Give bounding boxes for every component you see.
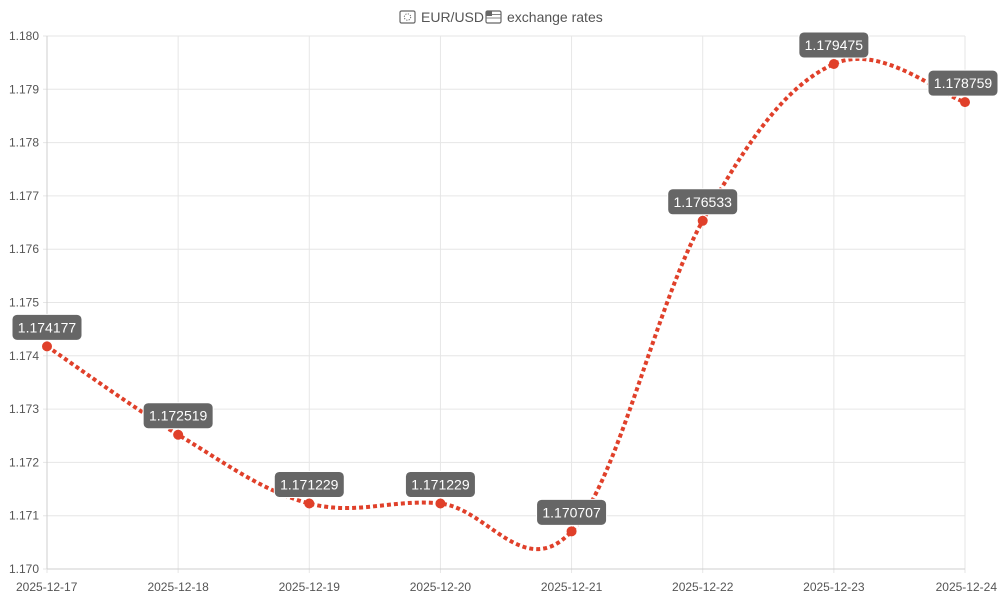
x-axis-ticks: 2025-12-17 2025-12-18 2025-12-19 2025-12-20… [16, 580, 997, 594]
data-label-bg [798, 31, 870, 59]
x-tick-label: 2025-12-24 [936, 580, 998, 594]
y-tick-label: 1.176 [9, 242, 39, 256]
data-points [42, 58, 970, 537]
data-point [42, 341, 52, 352]
data-label-text: 1.171229 [411, 476, 470, 492]
data-point [566, 526, 577, 537]
x-tick-label: 2025-12-21 [541, 580, 603, 594]
data-label: 1.171229 [404, 470, 476, 498]
data-point [697, 215, 708, 226]
grid [43, 35, 966, 573]
data-label: 1.178759 [927, 69, 999, 97]
x-tick-label: 2025-12-23 [803, 580, 865, 594]
chart-title-part1: EUR/USD [421, 9, 484, 25]
data-point [435, 498, 446, 509]
chart-title-group: EUR/USD exchange rates [399, 9, 603, 25]
data-label-text: 1.172519 [149, 408, 208, 424]
y-axis-ticks: 1.170 1.171 1.172 1.173 1.174 1.175 1.176 1.177… [9, 29, 39, 576]
axes [46, 36, 965, 570]
y-tick-label: 1.180 [9, 29, 39, 43]
data-label: 1.171229 [273, 470, 345, 498]
data-label-text: 1.171229 [280, 476, 339, 492]
x-tick-label: 2025-12-19 [279, 580, 341, 594]
data-point [304, 498, 315, 509]
data-label-bg [273, 470, 345, 498]
data-point [828, 58, 839, 69]
data-label-bg [11, 313, 83, 341]
data-label: 1.179475 [798, 31, 870, 59]
data-label-text: 1.179475 [805, 37, 864, 53]
data-label-bg [667, 188, 739, 216]
y-tick-label: 1.178 [9, 136, 39, 150]
chart-title-part2: exchange rates [507, 9, 603, 25]
data-label-bg [536, 498, 608, 526]
data-labels: 1.174177 1.172519 1.171229 1.171229 1.170707… [11, 31, 999, 526]
data-label-bg [927, 69, 999, 97]
data-label-bg [404, 470, 476, 498]
data-label-text: 1.174177 [18, 319, 77, 335]
eu-flag-icon [399, 10, 416, 24]
y-tick-label: 1.170 [9, 562, 39, 576]
data-label: 1.170707 [536, 498, 608, 526]
y-tick-label: 1.179 [9, 82, 39, 96]
data-label: 1.172519 [142, 402, 214, 430]
data-label: 1.176533 [667, 188, 739, 216]
data-label-bg [142, 402, 214, 430]
data-point [173, 429, 184, 440]
data-point [960, 97, 970, 108]
data-label-text: 1.176533 [674, 194, 733, 210]
series-line [45, 56, 966, 552]
data-label-text: 1.178759 [934, 75, 993, 91]
x-tick-label: 2025-12-18 [147, 580, 209, 594]
y-tick-label: 1.177 [9, 189, 39, 203]
x-tick-label: 2025-12-17 [16, 580, 78, 594]
x-tick-label: 2025-12-22 [672, 580, 734, 594]
y-tick-label: 1.175 [9, 296, 39, 310]
x-tick-label: 2025-12-20 [410, 580, 472, 594]
us-flag-icon [485, 10, 502, 24]
y-tick-label: 1.171 [9, 509, 39, 523]
data-label-text: 1.170707 [542, 504, 601, 520]
y-tick-label: 1.172 [9, 455, 39, 469]
data-label: 1.174177 [11, 313, 83, 341]
y-tick-label: 1.174 [9, 349, 39, 363]
y-tick-label: 1.173 [9, 402, 39, 416]
